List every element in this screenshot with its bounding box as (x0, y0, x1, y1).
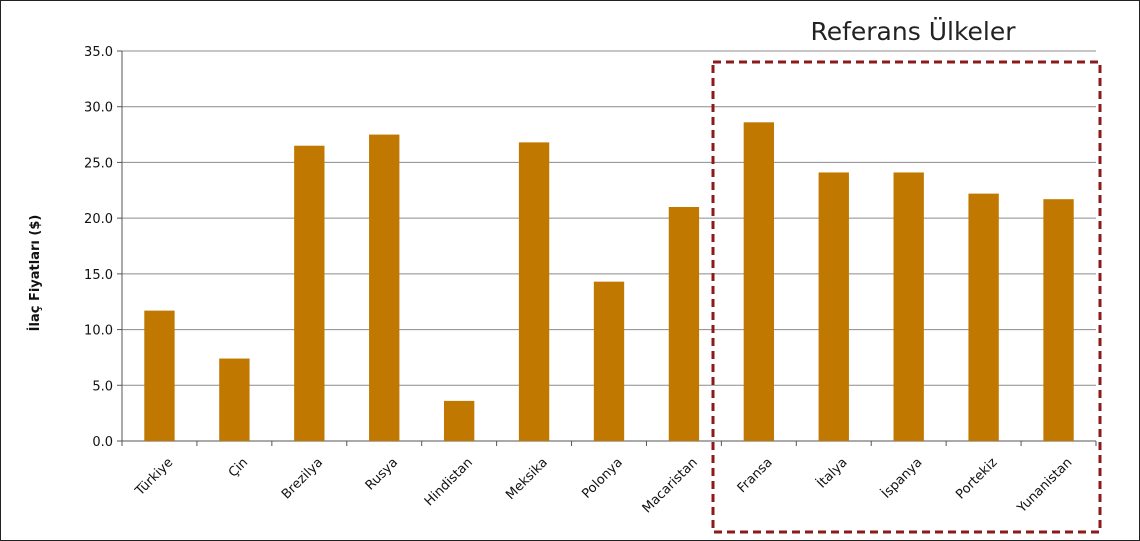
bar-macaristan (668, 207, 700, 441)
x-tick-labels: Türkiye Çin Brezilya Rusya Hindistan Meksika P… (132, 455, 1075, 517)
reference-countries-label: Referans Ülkeler (810, 17, 1016, 46)
bar-brezilya (294, 145, 325, 441)
x-tick-label: Macaristan (640, 455, 701, 516)
y-tick-labels: 0.0 5.0 10.0 15.0 20.0 25.0 30.0 35.0 (84, 45, 113, 450)
bar-meksika (518, 142, 550, 441)
bar-fransa (743, 122, 775, 442)
y-tick-label: 25.0 (84, 156, 113, 171)
x-tick-label: İspanya (878, 455, 925, 502)
y-tick-label: 5.0 (92, 379, 113, 394)
bar-yunanistan (1043, 199, 1074, 441)
y-tick-label: 0.0 (92, 435, 113, 450)
y-tick-label: 20.0 (84, 212, 113, 227)
bar-türkiye (144, 310, 175, 441)
bar-polonya (593, 281, 625, 441)
y-axis-label: İlaç Fiyatları ($) (27, 215, 43, 332)
x-tick-label: Türkiye (132, 455, 176, 499)
x-tick-label: Meksika (503, 455, 551, 503)
x-tick-label: Portekiz (953, 455, 1000, 502)
x-tick-label: Yunanistan (1014, 455, 1075, 516)
x-tick-label: Brezilya (279, 455, 326, 502)
bar-i̇spanya (893, 172, 924, 441)
bars (144, 122, 1074, 442)
y-tick-label: 10.0 (84, 324, 113, 339)
y-tick-label: 15.0 (84, 268, 113, 283)
x-tick-label: Polonya (579, 455, 626, 502)
x-tick-label: Rusya (363, 455, 401, 493)
bar-i̇talya (818, 172, 849, 441)
x-tick-label: İtalya (814, 455, 851, 492)
y-tick-label: 35.0 (84, 45, 113, 60)
bar-portekiz (968, 193, 999, 441)
grid-lines (122, 50, 1096, 386)
x-tick-label: Çin (226, 455, 251, 480)
bar-hindistan (443, 400, 475, 441)
bar-çin (219, 358, 250, 441)
x-tick-label: Hindistan (422, 455, 476, 509)
bar-rusya (369, 134, 400, 442)
x-tick-label: Fransa (735, 455, 776, 496)
y-tick-label: 30.0 (84, 101, 113, 116)
